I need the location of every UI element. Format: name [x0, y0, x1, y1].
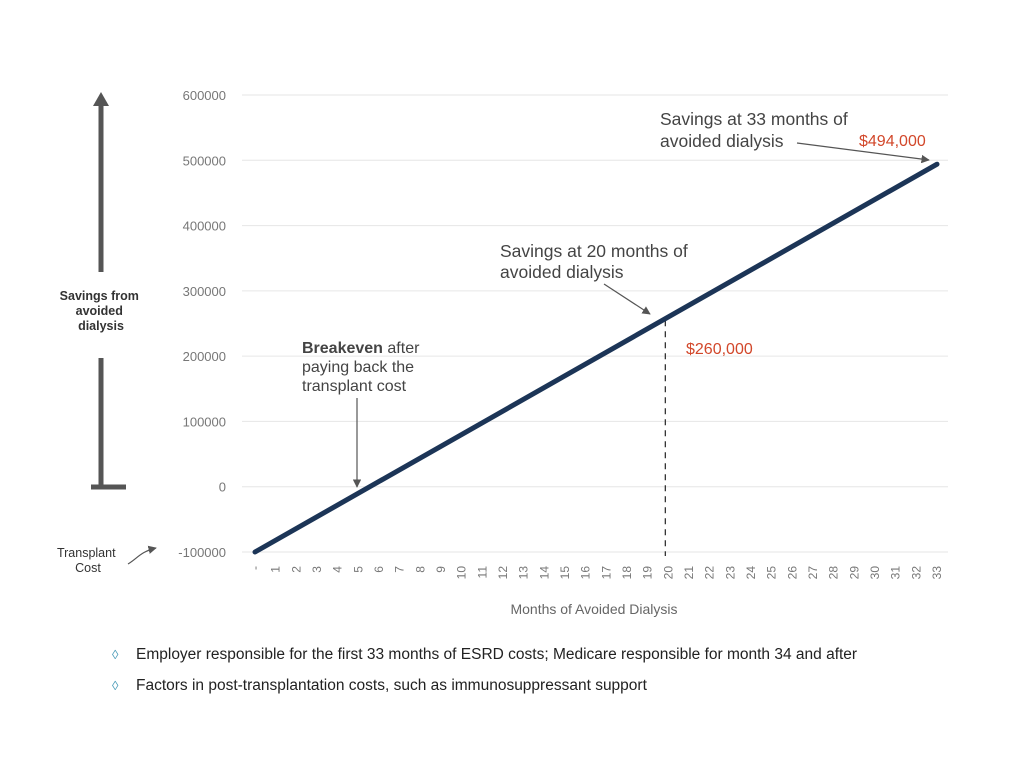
- savings-20-annotation: Savings at 20 months of avoided dialysis: [500, 241, 693, 282]
- x-tick-label: 10: [455, 566, 469, 580]
- savings-axis-arrow: [91, 92, 126, 490]
- x-tick-label: 11: [475, 566, 489, 579]
- y-axis-label: Savings from avoided dialysis: [60, 289, 143, 333]
- x-tick-label: 14: [537, 566, 551, 580]
- x-tick-label: 31: [889, 566, 903, 580]
- bullet-item: ◊ Factors in post-transplantation costs, …: [112, 675, 857, 706]
- diamond-bullet-icon: ◊: [112, 647, 119, 662]
- x-axis-label: Months of Avoided Dialysis: [510, 601, 677, 617]
- x-tick-label: 7: [393, 566, 407, 573]
- x-tick-label: 13: [517, 566, 531, 580]
- y-tick-label: 200000: [183, 349, 226, 364]
- savings-series-line: [252, 161, 940, 555]
- diamond-bullet-icon: ◊: [112, 678, 119, 693]
- x-tick-label: 15: [558, 566, 572, 580]
- x-tick-label: 5: [351, 566, 365, 573]
- breakeven-line3: transplant cost: [302, 378, 407, 395]
- gridlines: [242, 94, 948, 553]
- breakeven-annotation: Breakeven after paying back the transpla…: [302, 340, 424, 395]
- x-tick-label: 1: [269, 566, 283, 573]
- x-tick-label: 22: [703, 566, 717, 580]
- x-tick-label: 19: [641, 566, 655, 580]
- x-tick-label: 18: [620, 566, 634, 580]
- transplant-cost-label: Transplant Cost: [57, 546, 119, 575]
- x-tick-label: 12: [496, 566, 510, 580]
- y-tick-label: 400000: [183, 219, 226, 234]
- y-tick-label: -100000: [178, 545, 226, 560]
- savings-20-arrow: [603, 283, 651, 315]
- bullet-item: ◊ Employer responsible for the first 33 m…: [112, 644, 857, 675]
- x-axis-ticks: -1 2 3 4 5 6 7 8 9 10 11 12 13 14 15 16 17 18 19 20 21 22 23 24…: [248, 566, 944, 580]
- x-tick-label: 20: [661, 566, 675, 580]
- x-tick-label: 33: [930, 566, 944, 580]
- x-tick-label: 29: [847, 566, 861, 580]
- x-tick-label: 16: [579, 566, 593, 580]
- x-tick-label: 17: [599, 566, 613, 580]
- breakeven-line2: paying back the: [302, 359, 414, 376]
- transplant-cost-arrow: [127, 545, 157, 565]
- x-tick-label: 6: [372, 566, 386, 573]
- footnote-bullets: ◊ Employer responsible for the first 33 m…: [112, 644, 857, 706]
- y-tick-label: 100000: [183, 414, 226, 429]
- value-20-label: $260,000: [686, 341, 753, 358]
- y-tick-label: 0: [219, 480, 226, 495]
- breakeven-after: after: [383, 340, 420, 357]
- x-tick-label: 32: [909, 566, 923, 580]
- x-tick-label: 30: [868, 566, 882, 580]
- y-tick-label: 500000: [183, 153, 226, 168]
- x-tick-label: 3: [310, 566, 324, 573]
- bullet-text: Factors in post-transplantation costs, s…: [136, 677, 647, 694]
- savings-33-annotation: Savings at 33 months of avoided dialysis: [660, 109, 853, 151]
- x-tick-label: 28: [827, 566, 841, 580]
- y-tick-label: 300000: [183, 284, 226, 299]
- x-tick-label: 25: [765, 566, 779, 580]
- bullet-text: Employer responsible for the first 33 mo…: [136, 646, 858, 663]
- x-tick-label: 27: [806, 566, 820, 580]
- y-tick-label: 600000: [183, 88, 226, 103]
- x-tick-label: 24: [744, 566, 758, 580]
- breakeven-bold: Breakeven: [302, 340, 383, 357]
- x-tick-label: -: [248, 566, 262, 570]
- y-axis-ticks: -100000 0 100000 200000 300000 400000 500000 60…: [178, 88, 226, 560]
- x-tick-label: 23: [723, 566, 737, 580]
- x-tick-label: 4: [331, 566, 345, 573]
- x-tick-label: 21: [682, 566, 696, 580]
- savings-33-arrow: [796, 142, 930, 164]
- x-tick-label: 9: [434, 566, 448, 573]
- x-tick-label: 26: [785, 566, 799, 580]
- x-tick-label: 2: [289, 566, 303, 573]
- savings-chart: -100000 0 100000 200000 300000 400000 500000 60…: [57, 88, 948, 617]
- x-tick-label: 8: [413, 566, 427, 573]
- value-33-label: $494,000: [859, 133, 926, 150]
